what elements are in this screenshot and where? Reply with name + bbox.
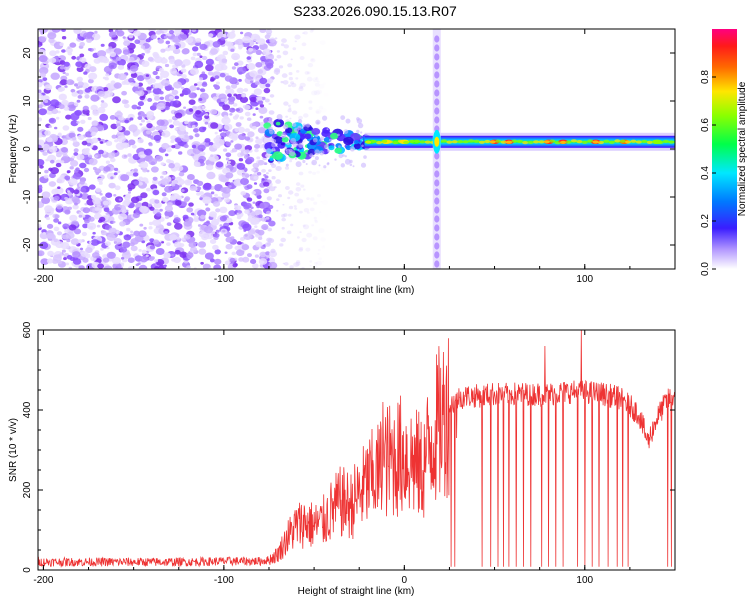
spectrogram-ytick-label: 0 bbox=[22, 146, 33, 152]
snr-ylabel: SNR (10 * v/v) bbox=[8, 418, 19, 482]
spectrogram-ytick-label: 10 bbox=[22, 95, 33, 107]
spectrogram-xtick-label: 0 bbox=[402, 274, 408, 285]
colorbar: 0.0 0.2 0.4 0.6 0.8 Normalized spectral ampl… bbox=[700, 29, 748, 276]
colorbar-tick-label: 0.8 bbox=[700, 70, 711, 84]
snr-ytick-label: 600 bbox=[22, 321, 33, 338]
snr-ytick-label: 0 bbox=[22, 567, 33, 573]
snr-ytick-label: 200 bbox=[22, 481, 33, 498]
snr-xtick-label: -100 bbox=[214, 575, 234, 586]
spectrogram-ytick-label: -20 bbox=[22, 237, 33, 252]
snr-ytick-label: 400 bbox=[22, 401, 33, 418]
frequency-ridge bbox=[364, 132, 675, 151]
colorbar-tick-label: 0.0 bbox=[700, 262, 711, 276]
chart-title: S233.2026.090.15.13.R07 bbox=[293, 3, 457, 19]
transition-blobs bbox=[263, 114, 372, 169]
spectrogram-xlabel: Height of straight line (km) bbox=[298, 285, 415, 296]
snr-xtick-label: -200 bbox=[33, 575, 53, 586]
snr-xlabel: Height of straight line (km) bbox=[298, 586, 415, 597]
noise-speckles bbox=[38, 29, 327, 269]
snr-xtick-label: 0 bbox=[402, 575, 408, 586]
snr-xtick-label: 100 bbox=[576, 575, 593, 586]
spectrogram-xtick-label: 100 bbox=[576, 274, 593, 285]
colorbar-tick-label: 0.4 bbox=[700, 166, 711, 180]
spectrogram-ytick-label: 20 bbox=[22, 47, 33, 59]
colorbar-gradient bbox=[712, 29, 737, 269]
spectrogram-xtick-label: -100 bbox=[214, 274, 234, 285]
colorbar-tick-label: 0.6 bbox=[700, 118, 711, 132]
snr-series-line bbox=[38, 330, 675, 568]
snr-frame bbox=[37, 329, 676, 571]
vertical-streak bbox=[432, 29, 441, 269]
colorbar-tick-label: 0.2 bbox=[700, 214, 711, 228]
spectrogram-ytick-label: -10 bbox=[22, 189, 33, 204]
snr-panel: -200 -100 0 100 0 200 400 600 Height of straig… bbox=[8, 321, 676, 597]
spectrogram-xtick-label: -200 bbox=[33, 274, 53, 285]
colorbar-label: Normalized spectral amplitude bbox=[737, 81, 748, 216]
spectrogram-ylabel: Frequency (Hz) bbox=[8, 115, 19, 184]
